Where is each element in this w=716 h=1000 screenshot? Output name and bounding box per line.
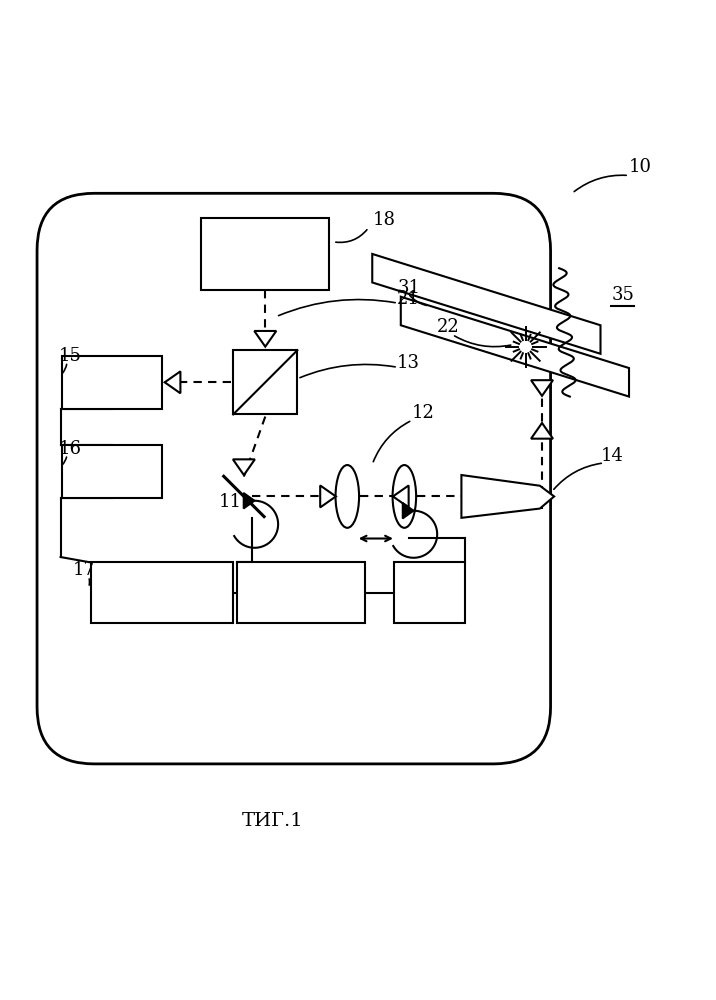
Polygon shape [233, 459, 255, 475]
Polygon shape [531, 380, 553, 396]
Bar [233, 350, 297, 414]
FancyBboxPatch shape [37, 193, 551, 764]
Text: ΤИГ.1: ΤИГ.1 [241, 812, 303, 830]
Bar [62, 356, 162, 409]
Text: 17: 17 [73, 561, 96, 579]
Ellipse shape [392, 465, 416, 528]
Bar [237, 562, 365, 623]
Polygon shape [402, 503, 414, 519]
Bar [90, 562, 233, 623]
Text: 14: 14 [601, 447, 624, 465]
Text: 18: 18 [372, 211, 395, 229]
Text: 15: 15 [59, 347, 82, 365]
Polygon shape [401, 297, 629, 397]
Text: 11: 11 [219, 493, 242, 511]
Text: 10: 10 [629, 158, 652, 176]
Polygon shape [461, 475, 554, 518]
Polygon shape [243, 493, 255, 509]
Bar [394, 562, 465, 623]
Text: 21: 21 [397, 290, 420, 308]
Polygon shape [320, 485, 336, 507]
Text: 35: 35 [611, 286, 634, 304]
Text: 16: 16 [59, 440, 82, 458]
Polygon shape [531, 423, 553, 439]
Text: 31: 31 [397, 279, 420, 297]
Bar [62, 445, 162, 498]
Polygon shape [393, 485, 409, 507]
Polygon shape [165, 371, 180, 393]
Text: 13: 13 [397, 354, 420, 372]
Text: 12: 12 [412, 404, 435, 422]
Polygon shape [372, 254, 601, 354]
Ellipse shape [336, 465, 359, 528]
Polygon shape [254, 331, 276, 347]
Bar [201, 218, 329, 290]
Text: 22: 22 [437, 318, 459, 336]
